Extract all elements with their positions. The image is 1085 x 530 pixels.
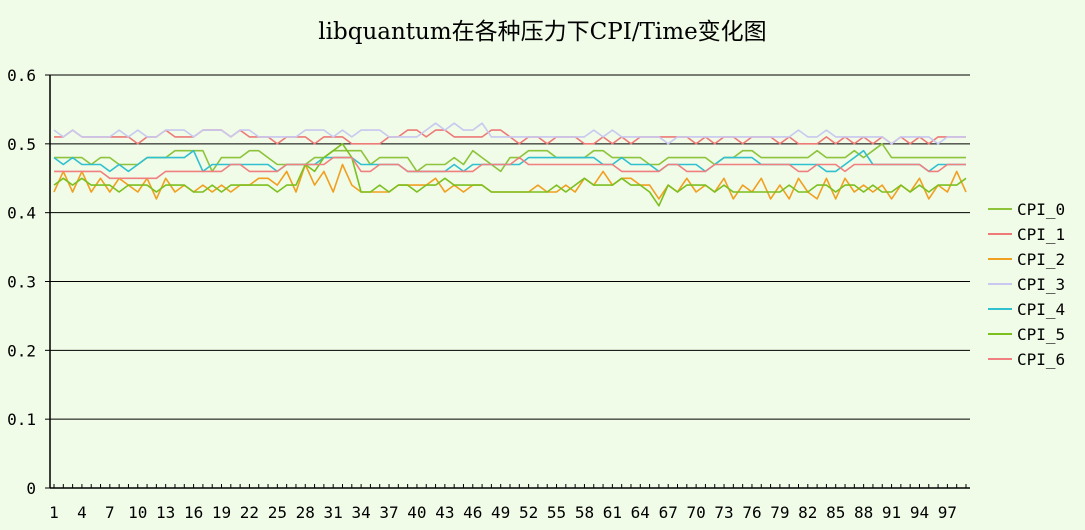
- series-line-cpi-6: [54, 156, 966, 180]
- x-tick-label: 10: [128, 503, 147, 522]
- x-tick-label: 1: [49, 503, 59, 522]
- x-tick-label: 58: [575, 503, 594, 522]
- legend-label: CPI_2: [1017, 250, 1065, 269]
- x-tick-label: 79: [770, 503, 789, 522]
- x-tick-label: 4: [77, 503, 87, 522]
- x-tick-label: 97: [938, 503, 957, 522]
- legend-label: CPI_1: [1017, 225, 1065, 244]
- legend-label: CPI_3: [1017, 275, 1065, 294]
- x-tick-label: 40: [407, 503, 426, 522]
- x-tick-label: 91: [882, 503, 901, 522]
- series-line-cpi-3: [53, 122, 966, 145]
- x-tick-label: 61: [603, 503, 622, 522]
- x-tick-label: 85: [826, 503, 845, 522]
- y-tick-label: 0.1: [7, 410, 36, 429]
- x-tick-label: 43: [435, 503, 454, 522]
- x-tick-label: 94: [910, 503, 929, 522]
- x-tick-label: 67: [659, 503, 678, 522]
- series-line-cpi-2: [53, 163, 967, 200]
- x-tick-label: 73: [714, 503, 733, 522]
- x-tick-label: 31: [324, 503, 343, 522]
- y-tick-label: 0: [26, 479, 36, 498]
- x-tick-label: 64: [631, 503, 650, 522]
- x-tick-label: 52: [519, 503, 538, 522]
- legend-label: CPI_5: [1017, 325, 1065, 344]
- chart-title: libquantum在各种压力下CPI/Time变化图: [318, 19, 767, 45]
- x-tick-label: 76: [742, 503, 761, 522]
- x-tick-label: 34: [351, 503, 370, 522]
- x-tick-label: 49: [491, 503, 510, 522]
- x-tick-label: 25: [268, 503, 287, 522]
- x-tick-label: 46: [463, 503, 482, 522]
- x-tick-label: 28: [296, 503, 315, 522]
- y-tick-label: 0.3: [7, 273, 36, 292]
- y-tick-label: 0.6: [7, 66, 36, 85]
- series-line-cpi-5: [53, 143, 967, 207]
- x-tick-label: 70: [686, 503, 705, 522]
- x-tick-label: 19: [212, 503, 231, 522]
- series-line-cpi-0: [54, 143, 966, 173]
- x-tick-label: 88: [854, 503, 873, 522]
- x-tick-label: 16: [184, 503, 203, 522]
- x-tick-label: 37: [379, 503, 398, 522]
- y-tick-label: 0.2: [7, 341, 36, 360]
- x-tick-label: 13: [156, 503, 175, 522]
- x-tick-label: 55: [547, 503, 566, 522]
- y-tick-label: 0.5: [7, 135, 36, 154]
- x-tick-label: 22: [240, 503, 259, 522]
- legend-label: CPI_0: [1017, 200, 1065, 219]
- y-tick-label: 0.4: [7, 204, 36, 223]
- legend-label: CPI_6: [1017, 350, 1065, 369]
- legend-label: CPI_4: [1017, 300, 1065, 319]
- x-tick-label: 7: [105, 503, 115, 522]
- series-line-cpi-4: [53, 149, 966, 173]
- x-tick-label: 82: [798, 503, 817, 522]
